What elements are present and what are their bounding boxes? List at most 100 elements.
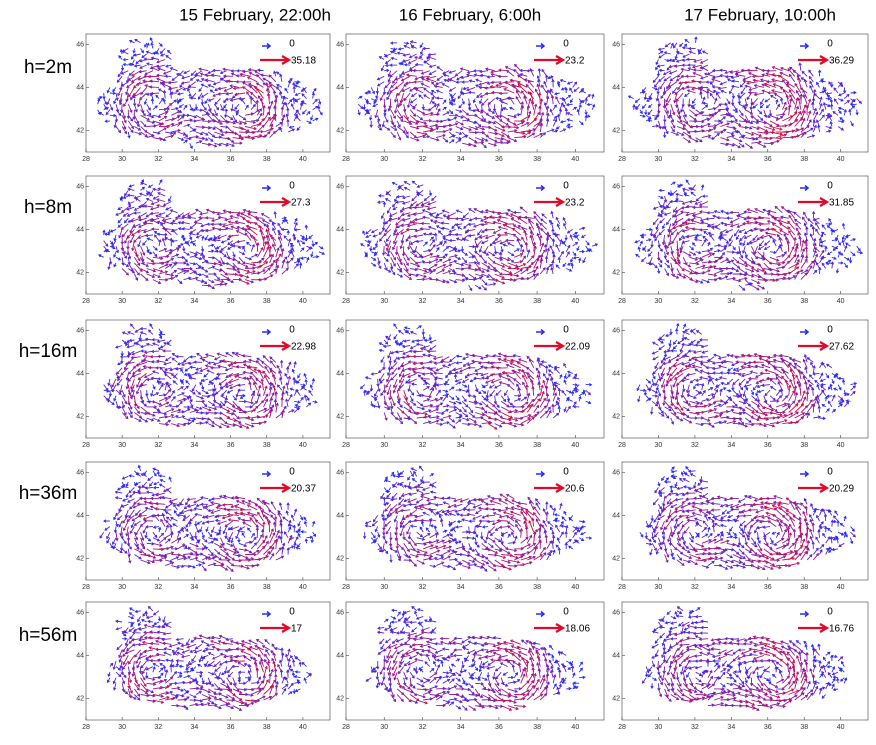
- x-tick-label: 36: [495, 724, 503, 731]
- axes-frame: [345, 175, 605, 295]
- current-arrows: [636, 329, 857, 428]
- key-arrow-small: [262, 184, 272, 192]
- y-tick-label: 46: [336, 470, 344, 477]
- key-label: 0: [289, 325, 295, 336]
- y-tick-label: 42: [76, 413, 84, 420]
- key-label: 20.37: [291, 484, 316, 495]
- current-arrows: [122, 495, 278, 570]
- x-tick-label: 28: [82, 584, 90, 591]
- y-tick-label: 42: [336, 127, 344, 134]
- key-arrow-small: [536, 184, 546, 192]
- y-tick-label: 44: [76, 226, 84, 233]
- current-arrows: [120, 354, 277, 429]
- y-tick-label: 46: [76, 328, 84, 335]
- current-arrows: [381, 485, 552, 572]
- y-tick-label: 44: [336, 370, 344, 377]
- x-tick-label: 36: [227, 298, 235, 305]
- x-tick-label: 34: [457, 584, 465, 591]
- key-label: 35.18: [291, 56, 316, 67]
- key-arrow-small: [800, 42, 810, 50]
- x-tick-label: 32: [154, 442, 162, 449]
- y-tick-label: 44: [336, 84, 344, 91]
- key-label: 18.06: [565, 624, 590, 635]
- x-tick-label: 38: [263, 584, 271, 591]
- row-label: h=56m: [19, 625, 78, 646]
- x-tick-label: 40: [837, 156, 845, 163]
- column-title: 15 February, 22:00h: [179, 5, 331, 24]
- x-tick-label: 36: [227, 724, 235, 731]
- x-tick-label: 36: [495, 584, 503, 591]
- row-label: h=36m: [19, 483, 78, 504]
- current-arrows: [652, 201, 825, 291]
- x-tick-label: 38: [800, 584, 808, 591]
- x-tick-label: 36: [227, 442, 235, 449]
- x-tick-label: 40: [299, 584, 307, 591]
- key-label: 23.2: [565, 56, 585, 67]
- key-label: 16.76: [829, 624, 854, 635]
- x-tick-label: 32: [419, 584, 427, 591]
- current-arrows: [672, 635, 807, 710]
- key-arrow-small: [262, 610, 272, 618]
- y-tick-label: 42: [336, 555, 344, 562]
- x-tick-label: 32: [419, 442, 427, 449]
- current-arrows: [118, 198, 289, 288]
- current-arrows: [502, 223, 527, 269]
- current-arrows: [763, 74, 798, 141]
- key-label: 0: [563, 39, 569, 50]
- current-arrows: [664, 496, 810, 570]
- x-tick-label: 30: [380, 156, 388, 163]
- x-tick-label: 40: [299, 156, 307, 163]
- column-title: 16 February, 6:00h: [399, 5, 541, 24]
- x-tick-label: 28: [618, 442, 626, 449]
- current-arrows: [639, 322, 858, 421]
- current-arrows: [122, 635, 278, 706]
- panel: 28 30 32 34 36 38 40 42 44 46 0 27.3: [76, 175, 331, 305]
- y-tick-label: 42: [336, 413, 344, 420]
- current-arrows: [112, 606, 313, 710]
- x-tick-label: 28: [618, 298, 626, 305]
- x-tick-label: 36: [764, 298, 772, 305]
- x-tick-label: 38: [800, 298, 808, 305]
- key-label: 0: [289, 181, 295, 192]
- x-tick-label: 34: [191, 724, 199, 731]
- x-tick-label: 32: [691, 724, 699, 731]
- axes-frame: [85, 175, 331, 295]
- x-tick-label: 32: [419, 156, 427, 163]
- key-arrow-large: [534, 197, 566, 207]
- x-tick-label: 28: [342, 442, 350, 449]
- key-arrow-large: [534, 341, 566, 351]
- x-tick-label: 30: [655, 442, 663, 449]
- key-label: 17: [291, 624, 303, 635]
- current-arrows: [644, 469, 856, 570]
- x-tick-label: 30: [655, 724, 663, 731]
- panel: 28 30 32 34 36 38 40 42 44 46 0 18.06: [336, 601, 605, 731]
- x-tick-label: 38: [533, 298, 541, 305]
- axes-frame: [621, 33, 869, 153]
- x-tick-label: 36: [764, 156, 772, 163]
- x-tick-label: 40: [299, 298, 307, 305]
- current-arrows: [386, 212, 543, 285]
- axes-frame: [621, 319, 869, 439]
- key-label: 0: [289, 607, 295, 618]
- current-arrows: [379, 627, 557, 711]
- x-tick-label: 36: [764, 442, 772, 449]
- y-tick-label: 44: [336, 512, 344, 519]
- key-arrow-large: [534, 483, 566, 493]
- x-tick-label: 34: [191, 298, 199, 305]
- current-arrows: [634, 179, 864, 275]
- panel: 28 30 32 34 36 38 40 42 44 46 0 16.76: [612, 601, 869, 731]
- panel: 28 30 32 34 36 38 40 42 44 46 0 35.18: [76, 33, 331, 163]
- current-arrows: [245, 647, 273, 704]
- current-arrows: [97, 37, 323, 150]
- key-arrow-small: [800, 328, 810, 336]
- x-tick-label: 38: [263, 298, 271, 305]
- key-arrow-large: [260, 197, 292, 207]
- x-tick-label: 34: [457, 442, 465, 449]
- x-tick-label: 28: [342, 156, 350, 163]
- current-arrows: [627, 36, 859, 139]
- key-label: 22.98: [291, 342, 316, 353]
- key-label: 22.09: [565, 342, 590, 353]
- axes-frame: [345, 33, 605, 153]
- y-tick-label: 44: [612, 226, 620, 233]
- y-tick-label: 46: [76, 184, 84, 191]
